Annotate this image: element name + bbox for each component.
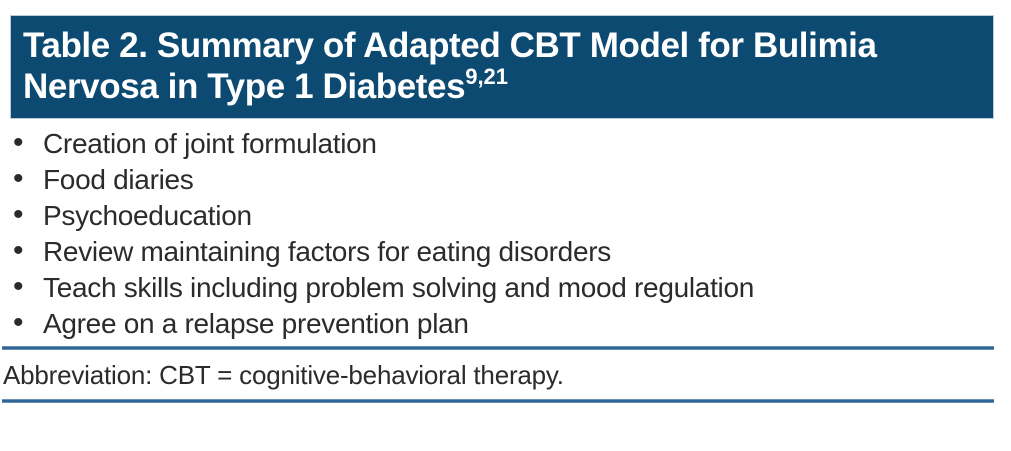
bullet-icon: •: [13, 270, 24, 303]
divider-rule-bottom: [2, 399, 994, 403]
bullet-icon: •: [13, 234, 24, 267]
table-title-bar: Table 2. Summary of Adapted CBT Model fo…: [10, 15, 994, 119]
footnote: Abbreviation: CBT = cognitive-behavioral…: [3, 360, 564, 390]
item-label: Review maintaining factors for eating di…: [43, 236, 611, 267]
item-label: Agree on a relapse prevention plan: [43, 308, 469, 339]
item-label: Creation of joint formulation: [43, 128, 377, 159]
bullet-list: • Creation of joint formulation • Food d…: [0, 126, 1011, 342]
title-reference-superscript: 9,21: [465, 64, 509, 89]
list-item: • Agree on a relapse prevention plan: [0, 306, 1011, 342]
bullet-icon: •: [13, 198, 24, 231]
list-item: • Creation of joint formulation: [0, 126, 1011, 162]
table-title-line2: Nervosa in Type 1 Diabetes: [23, 67, 466, 106]
item-label: Psychoeducation: [43, 200, 252, 231]
bullet-icon: •: [13, 162, 24, 195]
list-item: • Review maintaining factors for eating …: [0, 234, 1011, 270]
list-item: • Psychoeducation: [0, 198, 1011, 234]
table-title-line1: Table 2. Summary of Adapted CBT Model fo…: [23, 26, 877, 65]
list-item: • Food diaries: [0, 162, 1011, 198]
list-item: • Teach skills including problem solving…: [0, 270, 1011, 306]
table-figure: Table 2. Summary of Adapted CBT Model fo…: [0, 15, 1011, 451]
item-label: Teach skills including problem solving a…: [43, 272, 755, 303]
item-label: Food diaries: [43, 164, 194, 195]
bullet-icon: •: [13, 126, 24, 159]
bullet-icon: •: [13, 306, 24, 339]
table-title: Table 2. Summary of Adapted CBT Model fo…: [23, 25, 979, 107]
divider-rule-top: [2, 346, 994, 350]
